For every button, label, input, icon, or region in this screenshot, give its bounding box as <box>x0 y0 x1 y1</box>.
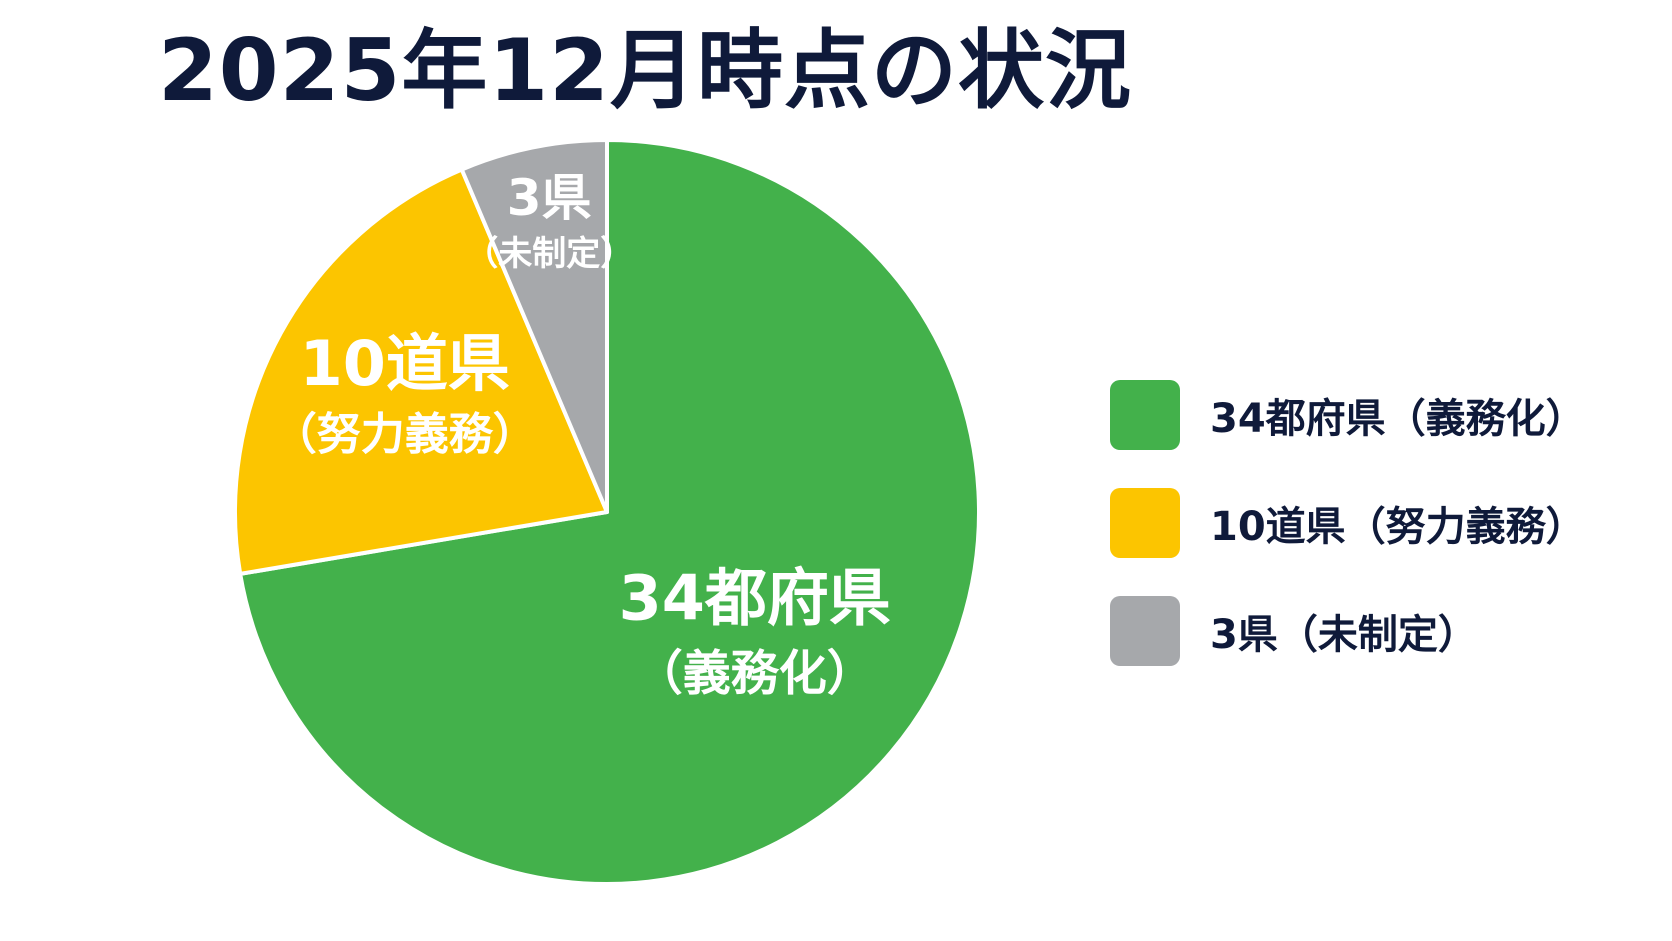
chart-title: 2025年12月時点の状況 <box>157 21 1133 121</box>
pie-slice <box>238 138 981 886</box>
legend-swatch <box>1110 380 1180 450</box>
slice-sub-label: （義務化） <box>635 645 875 701</box>
slice-count-label: 3県 <box>507 169 592 227</box>
legend: 34都府県（義務化） 10道県（努力義務） 3県（未制定） <box>1110 380 1586 704</box>
legend-label: 34都府県（義務化） <box>1210 396 1586 442</box>
legend-item: 10道県（努力義務） <box>1110 488 1586 558</box>
pie-slice <box>459 138 609 514</box>
slice-count-label: 10道県 <box>300 327 510 400</box>
legend-item: 34都府県（義務化） <box>1110 380 1586 450</box>
legend-label: 10道県（努力義務） <box>1210 504 1586 550</box>
legend-swatch <box>1110 488 1180 558</box>
slice-sub-label: （努力義務） <box>273 409 537 460</box>
pie-slice <box>233 167 609 576</box>
legend-label: 3県（未制定） <box>1210 612 1478 658</box>
pie-slices <box>233 138 981 886</box>
slice-sub-label: （未制定） <box>464 234 634 274</box>
legend-swatch <box>1110 596 1180 666</box>
slice-count-label: 34都府県 <box>619 561 891 634</box>
slice-labels: 34都府県 （義務化） 10道県 （努力義務） 3県 （未制定） <box>273 169 891 701</box>
legend-item: 3県（未制定） <box>1110 596 1586 666</box>
